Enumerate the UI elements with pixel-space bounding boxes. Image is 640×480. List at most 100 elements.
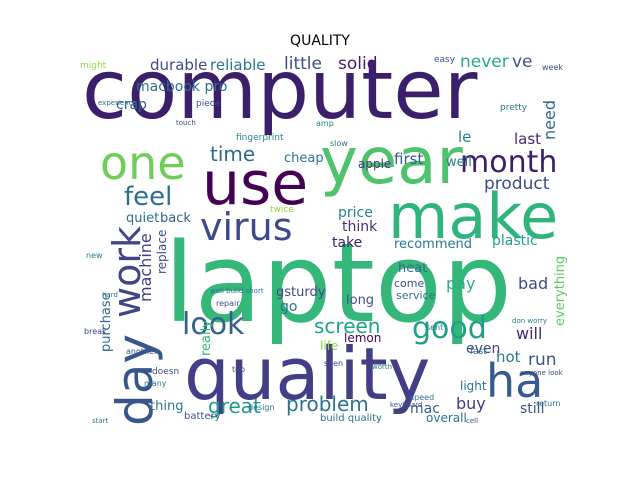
word: mac bbox=[410, 401, 440, 417]
word: easy bbox=[434, 56, 456, 65]
word: problem bbox=[286, 392, 369, 416]
word: twice bbox=[270, 205, 294, 215]
word: solid bbox=[338, 56, 378, 74]
word: even bbox=[466, 341, 501, 357]
word: great bbox=[208, 394, 261, 418]
word: recommend bbox=[394, 237, 472, 252]
word: use bbox=[202, 149, 309, 219]
word: hard bbox=[102, 291, 118, 299]
word: product bbox=[484, 174, 550, 194]
word: don worry bbox=[512, 317, 548, 325]
word: break bbox=[84, 327, 107, 336]
word: make bbox=[388, 180, 559, 253]
word: overall bbox=[426, 411, 467, 425]
word: time bbox=[210, 142, 256, 166]
word: pretty bbox=[500, 103, 528, 113]
word: seen bbox=[324, 359, 344, 368]
word: think bbox=[342, 219, 378, 235]
word: battery bbox=[184, 411, 221, 422]
word: apple bbox=[358, 157, 392, 171]
word: replace bbox=[155, 229, 169, 274]
word: reliable bbox=[210, 56, 266, 74]
word: computer bbox=[82, 56, 478, 138]
word: ve bbox=[512, 56, 533, 72]
word: week bbox=[542, 63, 564, 72]
word: touch bbox=[176, 119, 196, 127]
word: experience bbox=[98, 99, 137, 107]
word: service bbox=[396, 289, 436, 302]
word: well build short bbox=[210, 287, 264, 295]
word: sent bbox=[426, 323, 444, 332]
chart-title: QUALITY bbox=[290, 33, 350, 49]
word: come bbox=[394, 277, 425, 290]
word: fast bbox=[470, 347, 487, 357]
word: might bbox=[80, 61, 107, 71]
word: really bbox=[199, 320, 214, 356]
word: le bbox=[458, 128, 472, 146]
word: take bbox=[332, 235, 363, 251]
word: anyone look bbox=[520, 369, 563, 377]
word: ha bbox=[486, 354, 544, 408]
word: one bbox=[100, 136, 186, 190]
word: run bbox=[528, 350, 557, 370]
word: first bbox=[394, 150, 424, 168]
word: well bbox=[446, 155, 472, 170]
word: still bbox=[520, 401, 545, 417]
word: design bbox=[248, 403, 275, 412]
word: screen bbox=[314, 314, 381, 338]
word: pay bbox=[446, 274, 476, 293]
word: go bbox=[280, 299, 298, 315]
word: never bbox=[460, 56, 509, 72]
word: new bbox=[86, 251, 103, 260]
word: little bbox=[284, 56, 322, 74]
word: crap bbox=[116, 97, 147, 113]
word: price bbox=[338, 205, 373, 221]
word: start bbox=[92, 417, 109, 425]
word: last bbox=[514, 130, 542, 148]
word: year bbox=[320, 125, 463, 199]
word: everything bbox=[553, 255, 568, 326]
word: virus bbox=[200, 205, 293, 249]
word: purchase bbox=[99, 292, 114, 352]
word: look bbox=[182, 307, 245, 342]
word: piece bbox=[196, 99, 221, 109]
word: plastic bbox=[492, 233, 538, 249]
word: top bbox=[232, 365, 246, 374]
word: many bbox=[144, 379, 167, 388]
word: light bbox=[460, 379, 487, 393]
word: return bbox=[536, 399, 561, 408]
word: lemon bbox=[344, 331, 382, 345]
word: another bbox=[126, 347, 158, 356]
word: macbook pro bbox=[136, 79, 228, 95]
word: need bbox=[540, 100, 559, 140]
word: build quality bbox=[320, 413, 382, 424]
word: doesn bbox=[152, 367, 180, 377]
word: heat bbox=[398, 261, 428, 276]
word: will bbox=[516, 324, 543, 343]
word: month bbox=[460, 145, 558, 180]
word: amp bbox=[316, 119, 334, 128]
word: repair bbox=[216, 299, 240, 308]
word: cell bbox=[466, 417, 479, 425]
word: laptop bbox=[164, 219, 513, 347]
word: buy bbox=[456, 394, 486, 413]
word: bad bbox=[518, 274, 549, 293]
word: worth bbox=[372, 363, 393, 371]
word-cloud: computer laptop year quality make use on… bbox=[80, 56, 570, 430]
word: fingerprint bbox=[236, 133, 284, 143]
word: slow bbox=[330, 139, 348, 148]
word: quiet bbox=[126, 211, 160, 226]
word: gsturdy bbox=[276, 285, 326, 300]
word: quality bbox=[184, 332, 431, 416]
word: durable bbox=[150, 56, 208, 74]
word: cheap bbox=[284, 151, 324, 166]
word: thing bbox=[150, 399, 184, 414]
word: long bbox=[346, 293, 375, 308]
word: good bbox=[412, 311, 487, 346]
word: speed bbox=[410, 393, 435, 402]
word: machine bbox=[136, 233, 155, 302]
word: life bbox=[320, 339, 339, 353]
word: keyboard bbox=[390, 401, 423, 409]
word: hot bbox=[496, 348, 521, 366]
